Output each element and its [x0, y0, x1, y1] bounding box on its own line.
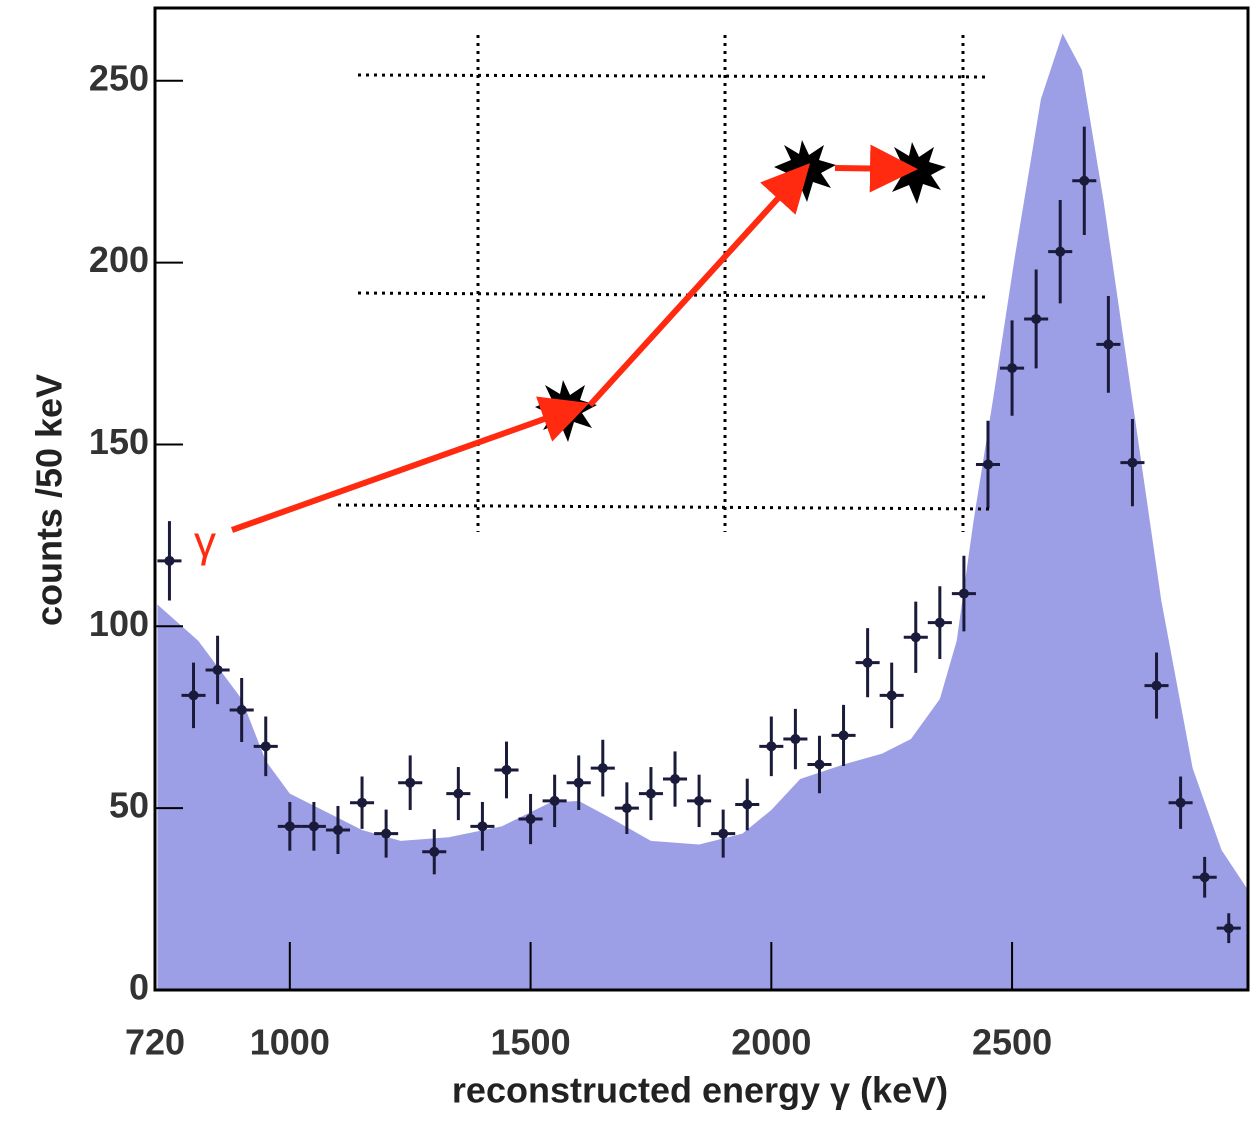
- data-point: [236, 704, 247, 715]
- simulation-area: [157, 33, 1248, 990]
- gamma-label: γ: [194, 518, 216, 567]
- y-tick-label: 150: [89, 421, 149, 462]
- grid-dotted: [357, 291, 991, 299]
- data-point: [670, 774, 681, 785]
- data-point: [862, 657, 873, 668]
- data-point: [597, 763, 608, 774]
- data-point: [1151, 680, 1162, 691]
- arrow: [587, 163, 811, 408]
- data-point: [308, 821, 319, 832]
- data-point: [886, 690, 897, 701]
- data-point: [453, 788, 464, 799]
- data-point: [284, 821, 295, 832]
- data-point: [1127, 457, 1138, 468]
- data-point: [501, 764, 512, 775]
- data-point: [790, 734, 801, 745]
- data-point: [766, 741, 777, 752]
- arrow: [834, 144, 918, 193]
- data-point: [405, 777, 416, 788]
- interaction-diagram: [337, 35, 991, 532]
- data-point: [1055, 246, 1066, 257]
- x-tick-label: 720: [125, 1022, 185, 1063]
- data-point: [645, 788, 656, 799]
- data-point: [718, 828, 729, 839]
- plot-area: [157, 33, 1248, 990]
- data-point: [429, 846, 440, 857]
- data-point: [573, 777, 584, 788]
- data-point: [694, 795, 705, 806]
- data-point: [477, 821, 488, 832]
- data-point: [332, 824, 343, 835]
- x-tick-label: 1000: [250, 1022, 330, 1063]
- grid-dotted: [337, 503, 991, 511]
- data-point: [1079, 175, 1090, 186]
- data-point: [814, 759, 825, 770]
- data-point: [1199, 872, 1210, 883]
- data-point: [549, 795, 560, 806]
- y-tick-label: 0: [129, 967, 149, 1008]
- data-point: [357, 797, 368, 808]
- data-point: [164, 555, 175, 566]
- y-tick-label: 50: [109, 785, 149, 826]
- y-tick-label: 200: [89, 239, 149, 280]
- data-point: [934, 617, 945, 628]
- x-tick-label: 2500: [972, 1022, 1052, 1063]
- data-point: [188, 690, 199, 701]
- data-point: [212, 664, 223, 675]
- y-tick-label: 100: [89, 603, 149, 644]
- data-point: [1007, 363, 1018, 374]
- x-axis-label: reconstructed energy γ (keV): [452, 1070, 948, 1111]
- data-point: [1175, 797, 1186, 808]
- x-tick-label: 1500: [491, 1022, 571, 1063]
- plot-frame: [153, 6, 1250, 992]
- data-point: [1223, 923, 1234, 934]
- data-point: [621, 803, 632, 814]
- data-point: [838, 730, 849, 741]
- arrow: [230, 396, 590, 533]
- data-point: [742, 799, 753, 810]
- data-point: [381, 828, 392, 839]
- data-point: [525, 814, 536, 825]
- data-point: [910, 632, 921, 643]
- grid-dotted: [357, 73, 991, 79]
- interaction-star: [884, 142, 946, 204]
- data-point: [1031, 313, 1042, 324]
- x-tick-label: 2000: [731, 1022, 811, 1063]
- data-point: [260, 741, 271, 752]
- interaction-arrows: [230, 144, 918, 533]
- y-tick-label: 250: [89, 57, 149, 98]
- data-point: [1103, 339, 1114, 350]
- data-point: [958, 588, 969, 599]
- y-axis-label: counts /50 keV: [29, 374, 70, 626]
- data-point: [982, 459, 993, 470]
